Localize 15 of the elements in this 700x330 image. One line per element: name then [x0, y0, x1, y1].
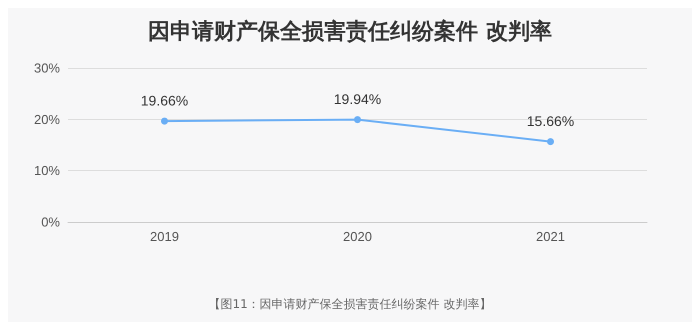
point [547, 138, 554, 146]
x-tick-label: 2020 [343, 229, 372, 244]
y-tick-label: 10% [34, 163, 60, 178]
y-tick-label: 30% [34, 60, 60, 76]
x-tick-label: 2021 [536, 229, 565, 244]
y-tick-label: 20% [34, 112, 60, 127]
point [161, 118, 168, 125]
text: 【图11：因申请财产保全损害责任纠纷案件 改判率】 [208, 297, 492, 311]
data-label: 19.66% [140, 92, 188, 109]
data-label: 15.66% [526, 113, 574, 130]
x-tick-label: 2019 [150, 229, 179, 244]
chart-title: 因申请财产保全损害责任纠纷案件 改判率 [148, 18, 552, 44]
point [354, 116, 361, 124]
data-label: 19.94% [334, 91, 382, 108]
y-tick-label: 0% [41, 214, 60, 230]
